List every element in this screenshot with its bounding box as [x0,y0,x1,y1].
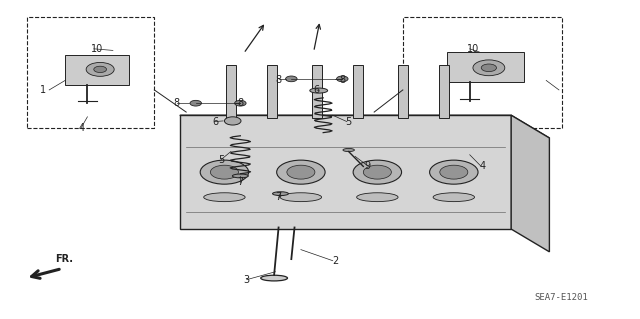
Polygon shape [180,115,511,229]
Circle shape [285,76,297,82]
Text: 7: 7 [275,192,282,203]
Ellipse shape [204,193,245,202]
Circle shape [337,76,348,82]
Ellipse shape [433,193,474,202]
Circle shape [481,64,497,71]
Text: 8: 8 [237,98,243,108]
Circle shape [235,100,246,106]
Bar [439,65,449,118]
Circle shape [211,165,239,179]
Circle shape [94,66,106,72]
Circle shape [200,160,248,184]
Text: FR.: FR. [56,255,74,264]
Bar [226,65,236,118]
Text: 10: 10 [467,44,479,54]
Ellipse shape [343,148,355,152]
Text: 4: 4 [78,123,84,133]
Ellipse shape [260,275,287,281]
Bar [397,65,408,118]
Circle shape [276,160,325,184]
Polygon shape [511,115,549,252]
Text: 6: 6 [212,116,218,127]
Circle shape [86,63,114,76]
Text: SEA7-E1201: SEA7-E1201 [534,293,588,302]
Text: 9: 9 [365,161,371,171]
Text: 10: 10 [91,44,103,54]
Circle shape [225,117,241,125]
Text: 6: 6 [314,85,320,95]
Text: 2: 2 [333,256,339,266]
Polygon shape [65,55,129,85]
Circle shape [364,165,392,179]
Ellipse shape [273,192,289,196]
Text: 4: 4 [479,161,485,171]
Text: 8: 8 [339,76,345,85]
Text: 8: 8 [173,98,180,108]
Circle shape [190,100,202,106]
Bar [267,65,277,118]
Polygon shape [180,115,549,138]
Text: 8: 8 [276,76,282,85]
Polygon shape [447,52,524,82]
Ellipse shape [356,193,398,202]
Text: 1: 1 [40,85,46,95]
Circle shape [353,160,401,184]
Circle shape [440,165,468,179]
Text: 3: 3 [244,275,250,285]
Circle shape [287,165,315,179]
Text: 5: 5 [346,116,352,127]
Circle shape [473,60,505,76]
Bar [353,65,364,118]
Circle shape [429,160,478,184]
Ellipse shape [232,174,248,178]
Ellipse shape [280,193,321,202]
Bar [312,65,322,118]
Ellipse shape [310,88,328,93]
Text: 7: 7 [237,177,244,187]
Text: 5: 5 [218,154,225,165]
